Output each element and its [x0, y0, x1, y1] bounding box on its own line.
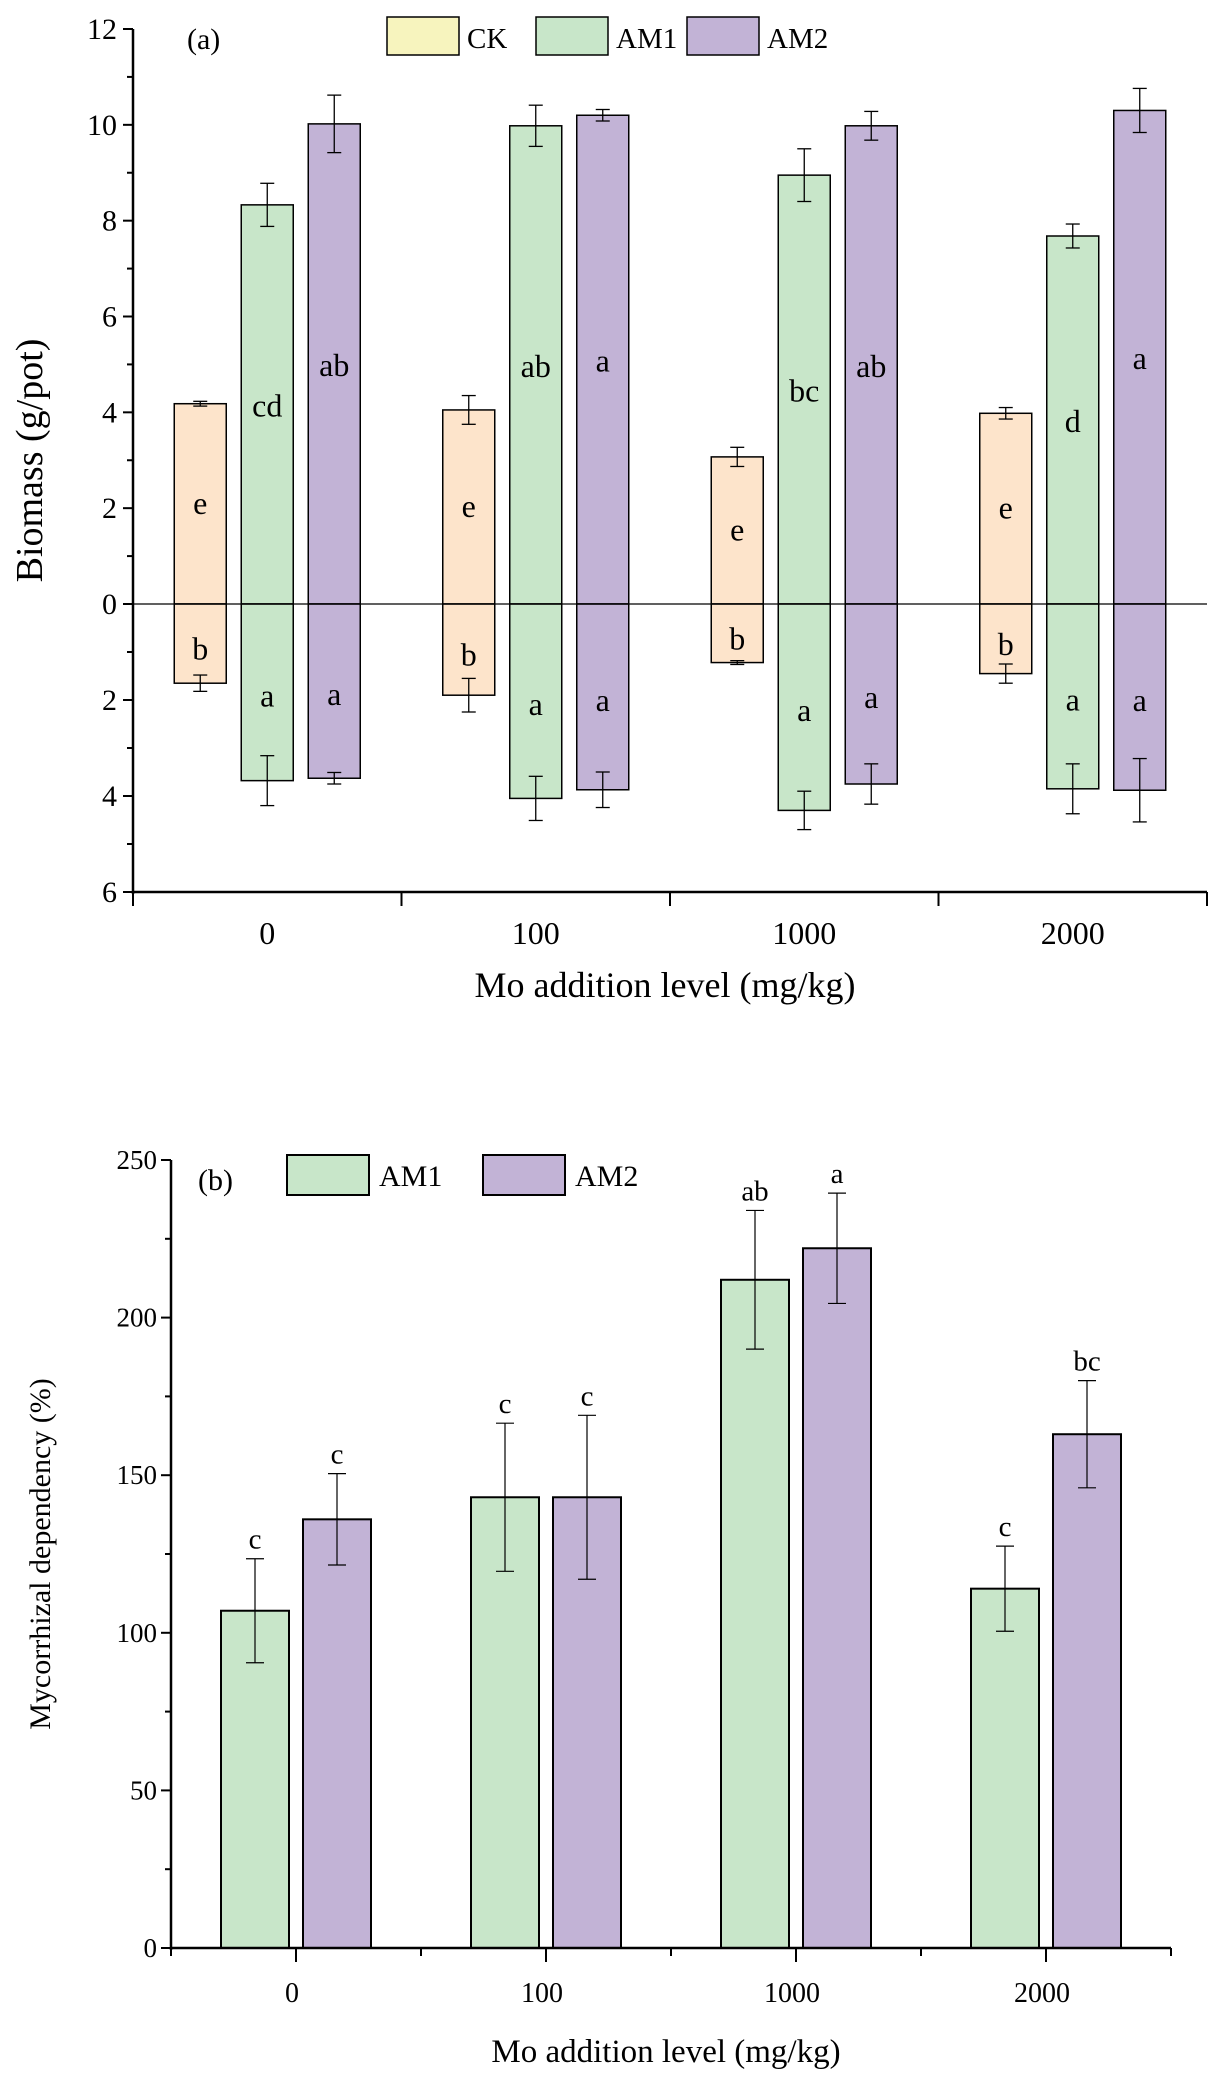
letter-lower: b	[998, 626, 1014, 662]
letter-upper: cd	[252, 387, 282, 423]
letter: c	[499, 1388, 512, 1420]
letter-lower: a	[260, 677, 274, 713]
letter-lower: b	[729, 620, 745, 656]
letter-upper: a	[1133, 340, 1147, 376]
bar-lower-AM1-100	[509, 603, 563, 800]
letter-upper: e	[999, 490, 1013, 526]
y-tick-label: 200	[117, 1303, 158, 1333]
y-axis-title: Biomass (g/pot)	[9, 339, 51, 583]
bar-lower-AM1-1000	[777, 603, 831, 812]
y-tick-label: 2	[102, 684, 117, 717]
letter-upper: e	[193, 485, 207, 521]
legend-label: AM2	[575, 1160, 638, 1193]
letter-upper: ab	[856, 348, 886, 384]
y-tick-label: 150	[117, 1460, 158, 1490]
y-tick-label: 4	[102, 396, 117, 429]
letter: ab	[741, 1175, 768, 1207]
bar-upper-CK-0	[173, 402, 227, 605]
bar-AM1-0	[220, 1609, 290, 1949]
bar-lower-CK-0	[173, 603, 227, 684]
bar-lower-AM2-0	[307, 603, 361, 779]
bar-upper-AM2-1000	[844, 125, 898, 605]
letter: c	[581, 1380, 594, 1412]
bar-AM2-2000	[1052, 1433, 1122, 1949]
bar-upper-AM2-0	[307, 123, 361, 605]
panel-label: (b)	[198, 1164, 233, 1197]
legend-swatch-AM2	[686, 16, 760, 56]
y-tick-label: 12	[87, 13, 117, 46]
x-tick-label: 2000	[1014, 1978, 1070, 2009]
x-tick-label: 1000	[772, 915, 836, 951]
letter-upper: e	[462, 488, 476, 524]
legend-swatch-AM1	[535, 16, 609, 56]
letter-lower: a	[1066, 681, 1080, 717]
x-axis-title: Mo addition level (mg/kg)	[491, 2034, 840, 2070]
letter: c	[249, 1524, 262, 1556]
letter-upper: e	[730, 511, 744, 547]
bar-upper-AM1-100	[509, 125, 563, 605]
bar-lower-AM1-0	[240, 603, 294, 782]
x-tick-label: 2000	[1041, 915, 1105, 951]
legend-label: AM1	[616, 23, 677, 55]
letter-lower: a	[327, 676, 341, 712]
bar-upper-CK-2000	[979, 412, 1033, 605]
letter-lower: a	[797, 692, 811, 728]
y-tick-label: 50	[130, 1775, 157, 1805]
y-tick-label: 6	[102, 301, 117, 334]
y-tick-label: 0	[144, 1933, 158, 1963]
bar-lower-AM2-1000	[844, 603, 898, 785]
x-tick-label: 100	[512, 915, 560, 951]
bar-upper-CK-100	[442, 409, 496, 605]
letter: c	[331, 1439, 344, 1471]
letter-upper: d	[1065, 403, 1081, 439]
letter-lower: a	[864, 679, 878, 715]
legend-label: CK	[467, 23, 507, 55]
legend-swatch-AM1	[286, 1154, 370, 1196]
y-tick-label: 2	[102, 492, 117, 525]
bar-AM2-0	[302, 1518, 372, 1949]
bar-upper-AM1-0	[240, 204, 294, 605]
letter-lower: a	[596, 682, 610, 718]
bar-AM1-2000	[970, 1587, 1040, 1949]
y-tick-label: 6	[102, 876, 117, 909]
y-tick-label: 0	[102, 588, 117, 621]
legend-swatch-AM2	[482, 1154, 566, 1196]
y-tick-label: 8	[102, 205, 117, 238]
letter-lower: a	[529, 686, 543, 722]
x-tick-label: 0	[259, 915, 275, 951]
letter-upper: bc	[789, 373, 819, 409]
letter-upper: ab	[319, 347, 349, 383]
letter-lower: b	[461, 637, 477, 673]
letter: c	[999, 1511, 1012, 1543]
y-tick-label: 10	[87, 109, 117, 142]
bar-AM2-1000	[802, 1247, 872, 1949]
x-tick-label: 100	[521, 1978, 563, 2009]
bar-upper-AM1-2000	[1046, 235, 1100, 605]
letter-lower: b	[192, 631, 208, 667]
legend-swatch-CK	[386, 16, 460, 56]
letter-upper: a	[596, 343, 610, 379]
letter-upper: ab	[521, 348, 551, 384]
bar-upper-AM2-2000	[1113, 109, 1167, 605]
y-tick-label: 250	[117, 1145, 158, 1175]
y-tick-label: 4	[102, 780, 117, 813]
bar-AM1-1000	[720, 1278, 790, 1949]
x-tick-label: 1000	[764, 1978, 820, 2009]
panel-label: (a)	[187, 23, 220, 56]
x-axis-title: Mo addition level (mg/kg)	[475, 965, 856, 1005]
y-axis-title: Mycorrhizal dependency (%)	[24, 1378, 57, 1730]
bar-upper-AM2-100	[576, 114, 630, 605]
y-tick-label: 100	[117, 1618, 158, 1648]
letter: bc	[1073, 1346, 1100, 1378]
letter: a	[831, 1158, 844, 1190]
letter-lower: a	[1133, 682, 1147, 718]
legend-label: AM1	[379, 1160, 442, 1193]
x-tick-label: 0	[285, 1978, 299, 2009]
legend-label: AM2	[767, 23, 828, 55]
